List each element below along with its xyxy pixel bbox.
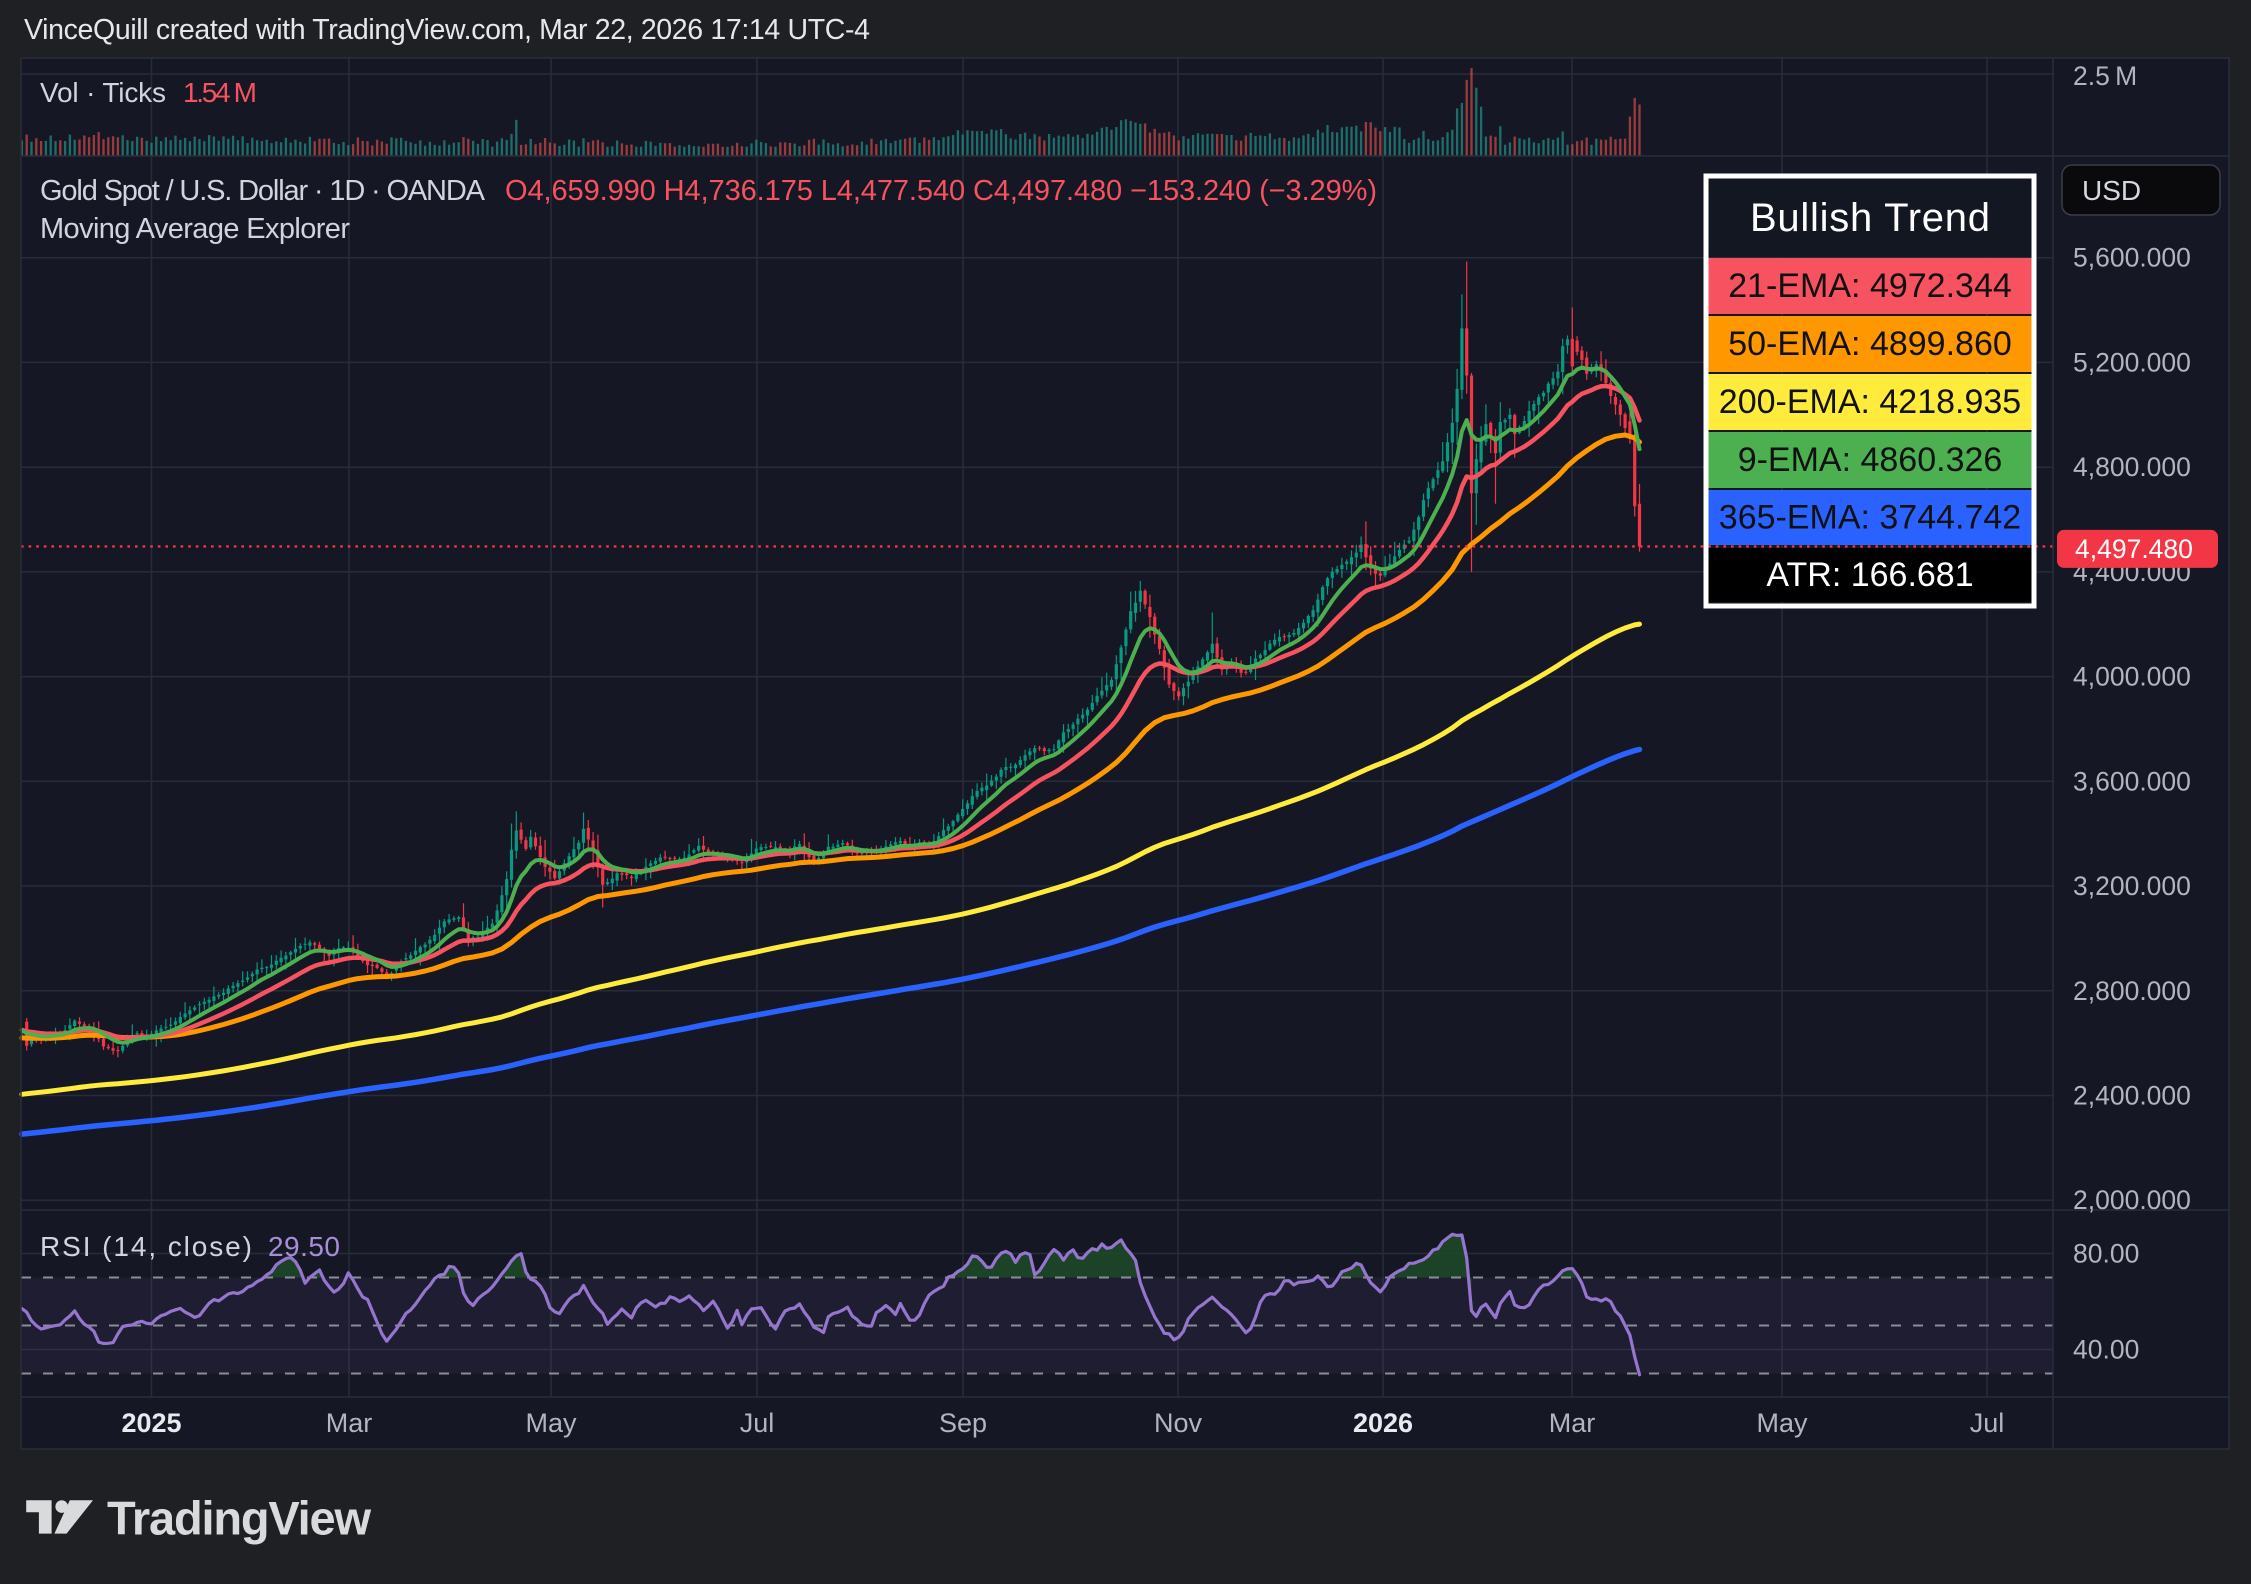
svg-text:Bullish Trend: Bullish Trend [1750, 196, 1990, 240]
svg-text:Jul: Jul [1970, 1408, 2005, 1438]
svg-text:1.54 M: 1.54 M [183, 77, 257, 108]
svg-text:365-EMA: 3744.742: 365-EMA: 3744.742 [1719, 499, 2021, 537]
svg-text:9-EMA: 4860.326: 9-EMA: 4860.326 [1738, 441, 2003, 479]
svg-text:TradingView: TradingView [107, 1492, 371, 1545]
svg-text:Moving Average Explorer: Moving Average Explorer [40, 213, 350, 245]
svg-text:2.5 M: 2.5 M [2073, 61, 2137, 91]
svg-text:Nov: Nov [1154, 1408, 1203, 1438]
svg-text:Jul: Jul [740, 1408, 775, 1438]
svg-text:5,600.000: 5,600.000 [2073, 243, 2191, 273]
svg-text:4,497.480: 4,497.480 [2075, 534, 2193, 564]
svg-text:80.00: 80.00 [2073, 1239, 2139, 1269]
svg-text:2,000.000: 2,000.000 [2073, 1185, 2191, 1215]
svg-text:40.00: 40.00 [2073, 1335, 2139, 1365]
svg-text:21-EMA: 4972.344: 21-EMA: 4972.344 [1728, 267, 2012, 305]
svg-text:ATR: 166.681: ATR: 166.681 [1766, 556, 1973, 594]
svg-text:Gold Spot / U.S. Dollar · 1D ·: Gold Spot / U.S. Dollar · 1D · OANDA [40, 175, 486, 207]
svg-text:2025: 2025 [121, 1408, 181, 1438]
svg-text:Mar: Mar [326, 1408, 373, 1438]
svg-text:2026: 2026 [1353, 1408, 1413, 1438]
svg-text:USD: USD [2082, 175, 2141, 206]
svg-text:3,200.000: 3,200.000 [2073, 871, 2191, 901]
svg-text:2,800.000: 2,800.000 [2073, 976, 2191, 1006]
svg-text:200-EMA: 4218.935: 200-EMA: 4218.935 [1719, 383, 2021, 421]
svg-text:O4,659.990 H4,736.175 L4,477: O4,659.990 H4,736.175 L4,477.540 C4,497.… [505, 175, 1377, 207]
svg-text:RSI (14, close): RSI (14, close) [40, 1231, 252, 1262]
svg-text:Sep: Sep [939, 1408, 987, 1438]
svg-text:VinceQuill created with Tradin: VinceQuill created with TradingView.com,… [24, 14, 870, 46]
svg-text:50-EMA: 4899.860: 50-EMA: 4899.860 [1728, 325, 2012, 363]
svg-text:Vol · Ticks: Vol · Ticks [40, 77, 166, 108]
svg-text:4,000.000: 4,000.000 [2073, 662, 2191, 692]
svg-text:Mar: Mar [1549, 1408, 1596, 1438]
svg-text:May: May [525, 1408, 577, 1438]
svg-text:May: May [1756, 1408, 1808, 1438]
svg-text:29.50: 29.50 [268, 1231, 340, 1262]
svg-text:5,200.000: 5,200.000 [2073, 347, 2191, 377]
svg-text:2,400.000: 2,400.000 [2073, 1080, 2191, 1110]
svg-text:3,600.000: 3,600.000 [2073, 766, 2191, 796]
svg-text:4,800.000: 4,800.000 [2073, 452, 2191, 482]
